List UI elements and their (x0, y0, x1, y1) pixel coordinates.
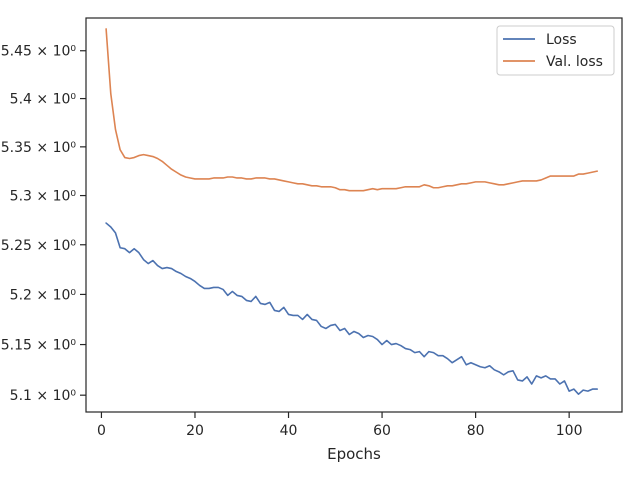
x-tick-label: 100 (556, 423, 583, 439)
y-tick-label: 5.3 × 10⁰ (10, 189, 77, 205)
series-line-1 (105, 222, 599, 395)
x-tick-label: 20 (186, 423, 204, 439)
legend-label-1: Loss (546, 32, 577, 48)
x-axis: 0 20 40 60 80 100 (97, 412, 583, 439)
y-tick-label: 5.45 × 10⁰ (1, 44, 77, 60)
y-tick-label: 5.4 × 10⁰ (10, 92, 77, 108)
x-tick-label: 80 (467, 423, 485, 439)
plot-frame (85, 17, 623, 413)
series-line-2 (105, 28, 599, 192)
x-tick-label: 40 (280, 423, 298, 439)
y-tick-label: 5.2 × 10⁰ (10, 287, 77, 303)
legend: Loss Val. loss (496, 25, 615, 76)
x-tick-label: 0 (97, 423, 106, 439)
y-tick-label: 5.1 × 10⁰ (10, 388, 77, 404)
y-axis: 5.1 × 10⁰ 5.15 × 10⁰ 5.2 × 10⁰ 5.25 × 10⁰ 5.… (1, 44, 86, 404)
y-tick-label: 5.35 × 10⁰ (1, 140, 77, 156)
y-tick-label: 5.15 × 10⁰ (1, 338, 77, 354)
plot-area (105, 28, 599, 395)
legend-label-2: Val. loss (546, 54, 603, 70)
x-tick-label: 60 (373, 423, 391, 439)
y-tick-label: 5.25 × 10⁰ (1, 238, 77, 254)
x-axis-label: Epochs (327, 445, 381, 463)
